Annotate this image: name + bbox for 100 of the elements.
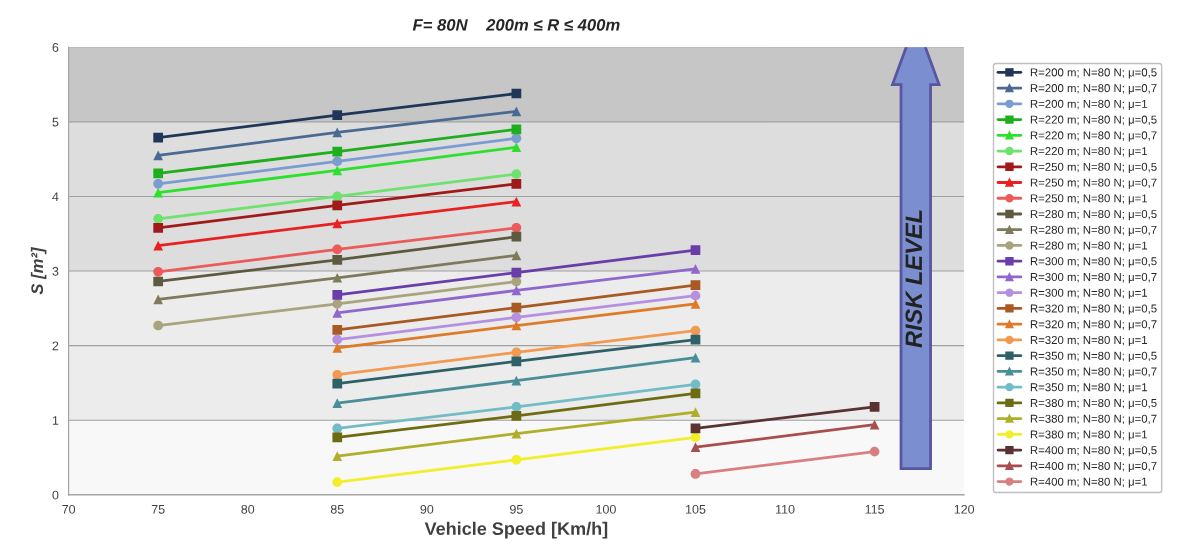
x-tick-label: 80 bbox=[241, 504, 255, 514]
x-tick-label: 110 bbox=[776, 504, 795, 514]
x-tick-label: 120 bbox=[954, 504, 975, 514]
point bbox=[332, 299, 343, 309]
point bbox=[690, 299, 701, 309]
point bbox=[690, 407, 701, 417]
point bbox=[690, 245, 701, 256]
y-tick-label: 0 bbox=[52, 490, 59, 500]
point bbox=[511, 133, 522, 144]
point bbox=[511, 428, 522, 439]
legend-label: R=300 m; N=80 N; μ=0,5 bbox=[1030, 257, 1157, 268]
point bbox=[511, 410, 522, 421]
point bbox=[332, 218, 343, 229]
point bbox=[511, 276, 522, 287]
point bbox=[511, 196, 522, 207]
point bbox=[511, 356, 522, 367]
point bbox=[511, 178, 522, 189]
point bbox=[332, 369, 343, 380]
legend-label: R=250 m; N=80 N; μ=0,7 bbox=[1030, 178, 1157, 189]
point bbox=[153, 320, 164, 331]
legend-label: R=380 m; N=80 N; μ=0,7 bbox=[1030, 414, 1157, 425]
point bbox=[332, 244, 343, 255]
point bbox=[690, 442, 701, 452]
point bbox=[690, 280, 701, 291]
point bbox=[690, 469, 701, 479]
legend-label: R=400 m; N=80 N; μ=0,7 bbox=[1030, 461, 1157, 473]
legend-label: R=350 m; N=80 N; μ=0,5 bbox=[1030, 351, 1157, 362]
point bbox=[153, 294, 164, 305]
legend-label: R=320 m; N=80 N; μ=0,7 bbox=[1030, 320, 1157, 331]
point bbox=[511, 124, 522, 135]
point bbox=[332, 127, 343, 138]
x-tick-label: 115 bbox=[865, 505, 885, 514]
point bbox=[153, 132, 164, 143]
legend-label: R=200 m; N=80 N; μ=1 bbox=[1030, 99, 1148, 110]
legend-label: R=380 m; N=80 N; μ=0,5 bbox=[1030, 398, 1157, 410]
point bbox=[332, 477, 343, 488]
point bbox=[511, 401, 522, 412]
x-tick-label: 95 bbox=[510, 504, 523, 514]
legend-label: R=320 m; N=80 N; μ=1 bbox=[1030, 335, 1148, 347]
point bbox=[511, 375, 522, 386]
legend-label: R=200 m; N=80 N; μ=0,7 bbox=[1030, 84, 1157, 95]
point bbox=[690, 263, 701, 274]
point bbox=[869, 446, 880, 457]
point bbox=[690, 290, 701, 301]
legend-label: R=220 m; N=80 N; μ=0,5 bbox=[1030, 115, 1157, 126]
point bbox=[332, 272, 343, 283]
point bbox=[332, 451, 343, 461]
x-axis-title: Vehicle Speed [Km/h] bbox=[424, 521, 608, 539]
point bbox=[153, 240, 164, 251]
y-tick-label: 2 bbox=[52, 341, 59, 351]
point bbox=[511, 285, 522, 296]
point bbox=[153, 178, 164, 189]
point bbox=[332, 146, 343, 157]
point bbox=[153, 187, 164, 198]
point bbox=[332, 398, 343, 408]
point bbox=[332, 378, 343, 389]
y-tick-label: 3 bbox=[52, 266, 59, 276]
point bbox=[332, 334, 343, 345]
point bbox=[511, 312, 522, 323]
x-tick-label: 85 bbox=[330, 504, 344, 514]
legend-label: R=220 m; N=80 N; μ=1 bbox=[1030, 147, 1148, 158]
point bbox=[153, 213, 164, 224]
legend-label: R=280 m; N=80 N; μ=0,5 bbox=[1030, 210, 1157, 221]
x-tick-label: 75 bbox=[151, 505, 165, 514]
point bbox=[690, 379, 701, 390]
legend-label: R=300 m; N=80 N; μ=1 bbox=[1030, 288, 1148, 299]
point bbox=[690, 432, 701, 443]
legend-label: R=250 m; N=80 N; μ=0,5 bbox=[1030, 162, 1157, 173]
y-tick-label: 5 bbox=[52, 117, 59, 127]
point bbox=[332, 307, 343, 318]
legend-label: R=280 m; N=80 N; μ=0,7 bbox=[1030, 225, 1157, 236]
point bbox=[511, 106, 522, 117]
legend-label: R=400 m; N=80 N; μ=1 bbox=[1030, 477, 1148, 488]
legend-label: R=400 m; N=80 N; μ=0,5 bbox=[1030, 446, 1157, 457]
annotation: RISK LEVEL bbox=[905, 210, 923, 348]
point bbox=[153, 266, 164, 277]
y-tick-label: 4 bbox=[52, 192, 59, 201]
legend-label: R=200 m; N=80 N; μ=0,5 bbox=[1030, 68, 1157, 79]
point bbox=[869, 419, 880, 430]
x-tick-label: 105 bbox=[686, 504, 706, 514]
point bbox=[332, 191, 343, 202]
legend-label: R=250 m; N=80 N; μ=1 bbox=[1030, 194, 1148, 205]
point bbox=[153, 168, 164, 179]
point bbox=[332, 156, 343, 167]
point bbox=[332, 110, 343, 120]
point bbox=[332, 423, 343, 434]
point bbox=[332, 255, 343, 265]
point bbox=[690, 325, 701, 336]
point bbox=[153, 276, 164, 287]
point bbox=[511, 169, 522, 179]
x-tick-label: 70 bbox=[62, 504, 76, 514]
point bbox=[511, 142, 522, 153]
legend-label: R=300 m; N=80 N; μ=0,7 bbox=[1030, 272, 1157, 284]
point bbox=[153, 222, 164, 233]
x-tick-label: 90 bbox=[420, 504, 434, 514]
point bbox=[511, 231, 522, 242]
point bbox=[332, 343, 343, 353]
point bbox=[511, 320, 522, 331]
legend-label: R=380 m; N=80 N; μ=1 bbox=[1030, 430, 1148, 441]
legend-label: R=220 m; N=80 N; μ=0,7 bbox=[1030, 131, 1157, 142]
